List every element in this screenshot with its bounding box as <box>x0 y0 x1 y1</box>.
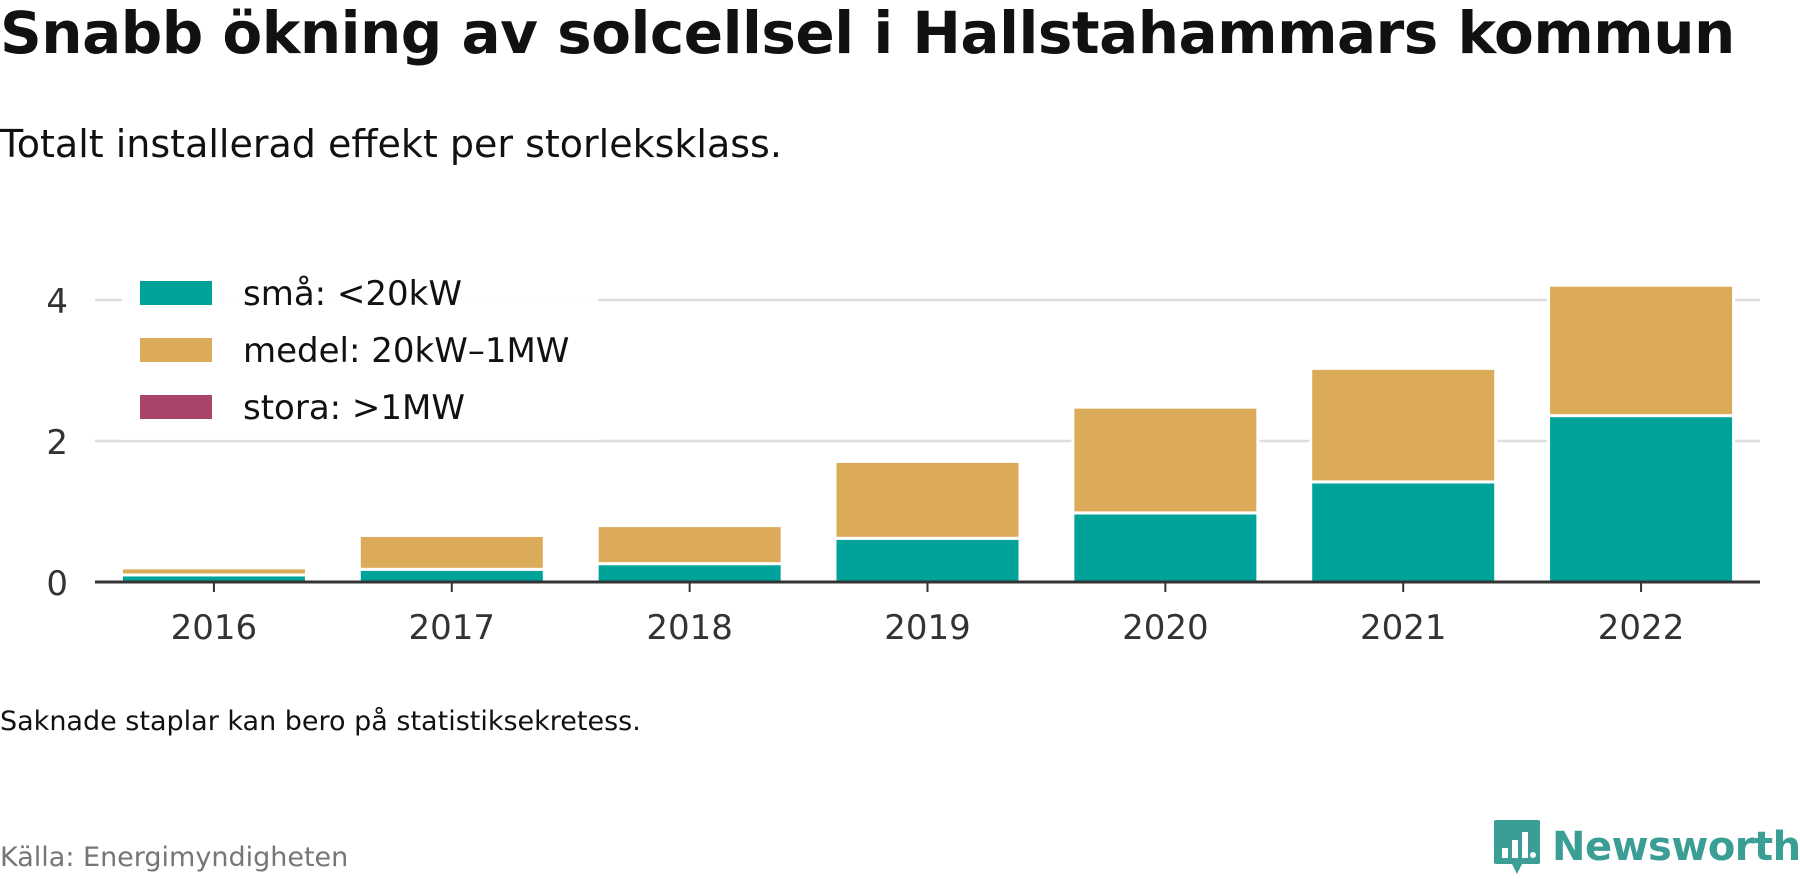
x-tick-label: 2017 <box>409 608 496 648</box>
bar-segment <box>1309 366 1498 484</box>
newsworthy-chart-icon <box>1494 820 1540 874</box>
bar-segment <box>595 562 784 584</box>
x-tick-label: 2018 <box>646 608 733 648</box>
chart-title: Snabb ökning av solcellsel i Hallstahamm… <box>0 0 1735 67</box>
source-credit: Källa: Energimyndigheten <box>0 842 349 873</box>
legend-label: små: <20kW <box>243 274 462 314</box>
bar-segment <box>1071 511 1260 584</box>
newsworthy-logo: Newsworthy <box>1492 818 1800 876</box>
x-tick-label: 2022 <box>1598 608 1685 648</box>
y-tick-label: 4 <box>46 282 68 322</box>
bar-segment <box>1547 283 1736 418</box>
bar-segment <box>1071 405 1260 515</box>
legend-swatch <box>140 395 212 419</box>
bar-segment <box>357 533 546 571</box>
logo-text: Newsworthy <box>1552 824 1800 870</box>
y-tick-label: 0 <box>46 564 68 604</box>
bar-segment <box>833 536 1022 584</box>
legend-label: stora: >1MW <box>243 388 465 428</box>
bar-segment <box>1309 480 1498 584</box>
y-tick-label: 2 <box>46 423 68 463</box>
footnote: Saknade staplar kan bero på statistiksek… <box>0 706 641 737</box>
bar-segment <box>595 524 784 566</box>
stacked-bar-chart: 0 2 4 2016 2017 2018 2019 2020 2021 2022 små: <20k… <box>46 274 1760 648</box>
bar-segment <box>1547 414 1736 584</box>
legend-swatch <box>140 338 212 362</box>
bar-segment <box>833 459 1022 540</box>
x-tick-label: 2020 <box>1122 608 1209 648</box>
x-tick-label: 2019 <box>884 608 971 648</box>
legend-label: medel: 20kW–1MW <box>243 331 569 371</box>
x-tick-label: 2016 <box>171 608 258 648</box>
x-tick-label: 2021 <box>1360 608 1447 648</box>
legend-swatch <box>140 281 212 305</box>
bar-segment <box>119 566 308 577</box>
chart-subtitle: Totalt installerad effekt per storlekskl… <box>0 122 782 166</box>
bar-segment <box>357 567 546 584</box>
